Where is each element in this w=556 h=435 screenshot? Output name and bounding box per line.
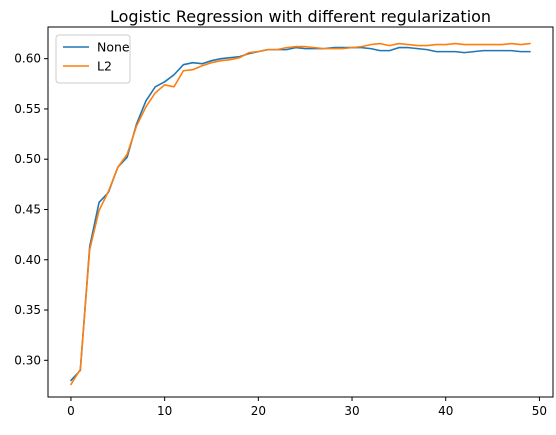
y-tick-label: 0.35 [14,303,41,317]
y-tick-label: 0.40 [14,253,41,267]
series-line-none [70,46,531,382]
legend-label-none: None [97,40,130,55]
x-tick-label: 40 [438,404,453,418]
x-tick-label: 50 [532,404,547,418]
x-tick-label: 30 [344,404,359,418]
y-tick-label: 0.60 [14,52,41,66]
legend: None L2 [55,34,131,84]
chart-title: Logistic Regression with different regul… [110,7,491,26]
series-line-l2 [70,42,531,386]
y-axis: 0.30 0.35 0.40 0.45 0.50 0.55 0.60 [14,52,48,367]
y-tick-label: 0.55 [14,102,41,116]
axes-frame [47,26,554,398]
x-axis: 0 10 20 30 40 50 [67,397,547,418]
y-tick-label: 0.30 [14,353,41,367]
x-tick-label: 20 [251,404,266,418]
x-tick-label: 0 [67,404,75,418]
x-tick-label: 10 [157,404,172,418]
y-tick-label: 0.50 [14,152,41,166]
y-tick-label: 0.45 [14,202,41,216]
legend-label-l2: L2 [97,59,112,74]
plot-area [70,42,531,386]
